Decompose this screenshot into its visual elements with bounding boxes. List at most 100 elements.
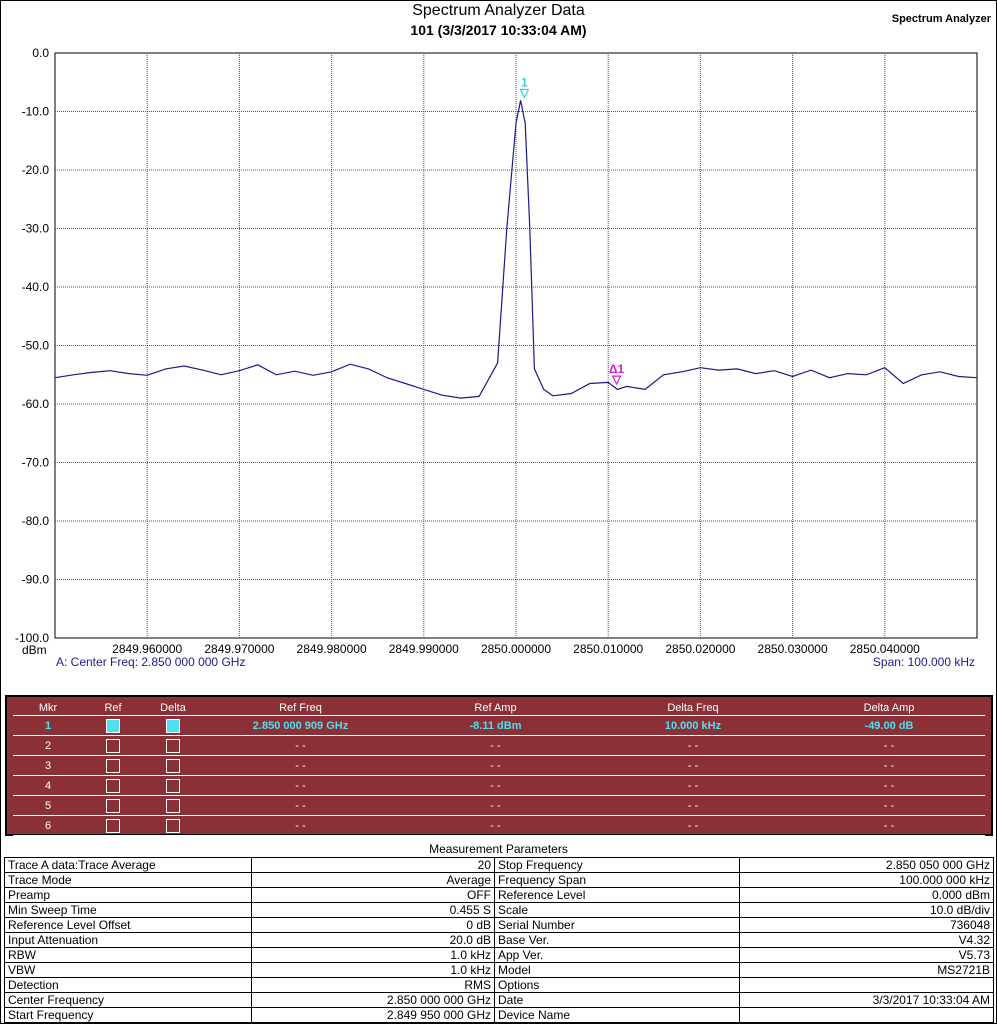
x-tick-label: 2849.970000	[204, 642, 274, 656]
param-row: Trace A data:Trace Average 20 Stop Frequen…	[4, 857, 994, 873]
marker-number: 2	[13, 735, 83, 756]
ref-checkbox[interactable]	[106, 718, 120, 733]
marker-delta-freq: 10.000 kHz	[593, 715, 793, 736]
ref-checkbox[interactable]	[106, 758, 120, 773]
y-tick-label: -30.0	[22, 222, 50, 236]
marker-row[interactable]: 4- -- -- -- -	[13, 775, 985, 796]
header-mkr: Mkr	[13, 701, 83, 716]
marker-number: 6	[13, 815, 83, 836]
param-row: RBW 1.0 kHz App Ver. V5.73	[4, 947, 994, 963]
param-label: Detection	[4, 977, 252, 993]
param-value: 0 dB	[251, 917, 495, 933]
marker-ref-freq: - -	[203, 815, 398, 836]
marker-ref-freq: - -	[203, 795, 398, 816]
param-label: Frequency Span	[494, 872, 740, 888]
param-value: 2.850 000 000 GHz	[251, 992, 495, 1008]
marker-delta-amp: - -	[793, 755, 985, 776]
delta-checkbox[interactable]	[166, 738, 180, 753]
param-label: RBW	[4, 947, 252, 963]
param-row: Detection RMS Options	[4, 977, 994, 993]
param-label: Input Attenuation	[4, 932, 252, 948]
marker-panel: Mkr Ref Delta Ref Freq Ref Amp Delta Fre…	[5, 695, 993, 836]
delta-checkbox[interactable]	[166, 778, 180, 793]
marker-row[interactable]: 5- -- -- -- -	[13, 795, 985, 816]
header-ref: Ref	[83, 701, 143, 716]
span-label: Span: 100.000 kHz	[872, 655, 975, 669]
ref-checkbox[interactable]	[106, 818, 120, 833]
param-value: V4.32	[739, 932, 994, 948]
marker-table-header: Mkr Ref Delta Ref Freq Ref Amp Delta Fre…	[13, 701, 985, 716]
param-value: 2.850 050 000 GHz	[739, 857, 994, 873]
param-value: MS2721B	[739, 962, 994, 978]
marker-delta-amp: - -	[793, 815, 985, 836]
param-label: App Ver.	[494, 947, 740, 963]
marker-delta-amp: - -	[793, 775, 985, 796]
param-value: 3/3/2017 10:33:04 AM	[739, 992, 994, 1008]
param-value: RMS	[251, 977, 495, 993]
y-tick-label: -40.0	[22, 280, 50, 294]
x-tick-label: 2849.980000	[297, 642, 367, 656]
marker-delta-freq: - -	[593, 815, 793, 836]
params-title: Measurement Parameters	[429, 842, 568, 856]
y-tick-label: -50.0	[22, 339, 50, 353]
center-freq-label: A: Center Freq: 2.850 000 000 GHz	[56, 655, 246, 669]
ref-checkbox[interactable]	[106, 738, 120, 753]
header-ref-amp: Ref Amp	[398, 701, 593, 716]
x-tick-label: 2850.020000	[665, 642, 735, 656]
param-label: Model	[494, 962, 740, 978]
marker-row[interactable]: 3- -- -- -- -	[13, 755, 985, 776]
marker-label: Δ1	[609, 362, 625, 376]
param-label: Preamp	[4, 887, 252, 903]
marker-table: Mkr Ref Delta Ref Freq Ref Amp Delta Fre…	[13, 701, 985, 836]
param-label: Scale	[494, 902, 740, 918]
ref-checkbox[interactable]	[106, 798, 120, 813]
param-row: VBW 1.0 kHz Model MS2721B	[4, 962, 994, 978]
marker-row[interactable]: 2- -- -- -- -	[13, 735, 985, 756]
x-tick-label: 2850.040000	[850, 642, 920, 656]
spectrum-chart: 0.0 -10.0 -20.0 -30.0 -40.0 -50.0 -60.0 -70.0 -8…	[15, 46, 978, 656]
param-label: Device Name	[494, 1007, 740, 1023]
x-tick-label: 2850.010000	[573, 642, 643, 656]
param-label: Options	[494, 977, 740, 993]
param-label: Reference Level Offset	[4, 917, 252, 933]
report-subtitle: 101 (3/3/2017 10:33:04 AM)	[410, 22, 587, 38]
param-value: 100.000 000 kHz	[739, 872, 994, 888]
marker-triangle	[519, 88, 530, 99]
delta-checkbox[interactable]	[166, 718, 180, 733]
marker-number: 5	[13, 795, 83, 816]
param-value: 0.000 dBm	[739, 887, 994, 903]
y-tick-label: -80.0	[22, 514, 50, 528]
marker-ref-freq: - -	[203, 755, 398, 776]
header-delta: Delta	[143, 701, 203, 716]
marker-triangle	[611, 375, 622, 386]
header-ref-freq: Ref Freq	[203, 701, 398, 716]
marker-ref-amp: - -	[398, 775, 593, 796]
param-label: Serial Number	[494, 917, 740, 933]
param-value: 2.849 950 000 GHz	[251, 1007, 495, 1023]
delta-checkbox[interactable]	[166, 758, 180, 773]
y-tick-label: -60.0	[22, 397, 50, 411]
param-label: VBW	[4, 962, 252, 978]
param-value: 0.455 S	[251, 902, 495, 918]
marker-row[interactable]: 6- -- -- -- -	[13, 815, 985, 836]
param-label: Start Frequency	[4, 1007, 252, 1023]
measurement-parameters-table: Trace A data:Trace Average 20 Stop Frequen…	[4, 857, 994, 1023]
param-value: 1.0 kHz	[251, 947, 495, 963]
ref-checkbox[interactable]	[106, 778, 120, 793]
param-label: Stop Frequency	[494, 857, 740, 873]
y-tick-label: -10.0	[22, 105, 50, 119]
param-row: Start Frequency 2.849 950 000 GHz Device N…	[4, 1007, 994, 1023]
delta-checkbox[interactable]	[166, 798, 180, 813]
delta-checkbox[interactable]	[166, 818, 180, 833]
x-tick-label: 2849.960000	[112, 642, 182, 656]
param-label: Center Frequency	[4, 992, 252, 1008]
marker-row[interactable]: 1 2.850 000 909 GHz -8.11 dBm 10.000 kHz -49…	[13, 715, 985, 736]
param-row: Input Attenuation 20.0 dB Base Ver. V4.32	[4, 932, 994, 948]
marker-delta-freq: - -	[593, 775, 793, 796]
param-value: 20	[251, 857, 495, 873]
report-title: Spectrum Analyzer Data	[412, 2, 585, 19]
y-tick-label: -90.0	[22, 573, 50, 587]
x-tick-label: 2850.000000	[481, 642, 551, 656]
marker-delta-freq: - -	[593, 735, 793, 756]
marker-ref-amp: - -	[398, 755, 593, 776]
